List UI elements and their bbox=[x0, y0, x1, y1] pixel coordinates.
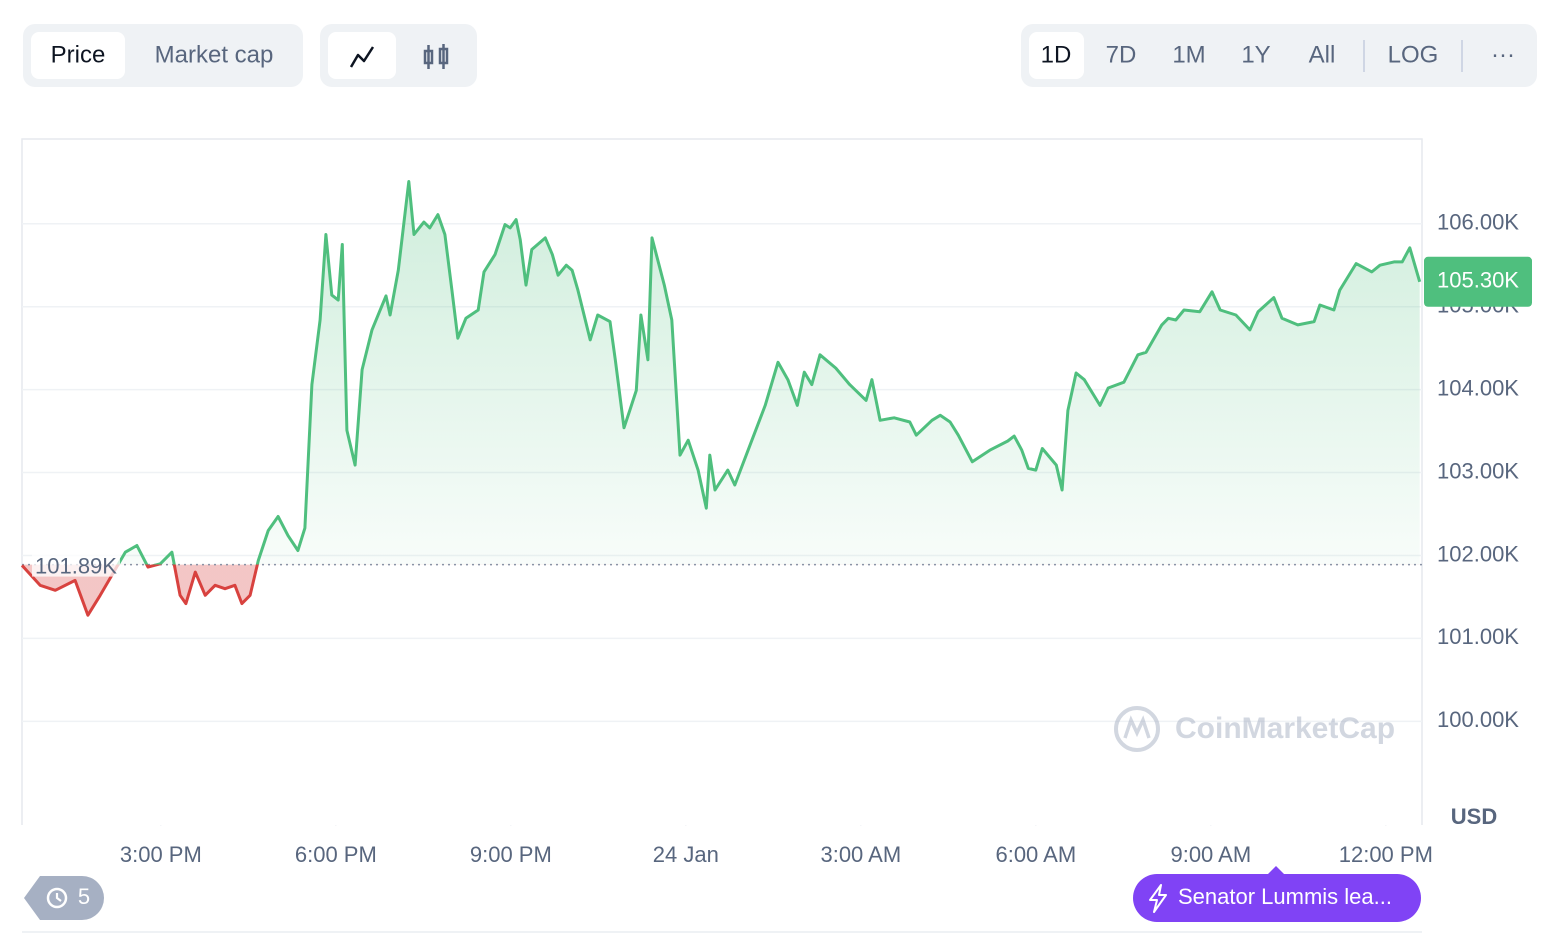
more-button[interactable]: ··· bbox=[1491, 41, 1515, 68]
price-line bbox=[20, 180, 1422, 617]
history-icon bbox=[46, 887, 68, 909]
range-1d[interactable]: 1D bbox=[1041, 41, 1072, 68]
y-tick-label: 103.00K bbox=[1437, 458, 1519, 483]
range-selected[interactable] bbox=[1029, 32, 1084, 79]
line-chart-button[interactable] bbox=[328, 32, 396, 79]
unit-label: USD bbox=[1451, 804, 1497, 829]
y-tick-label: 102.00K bbox=[1437, 541, 1519, 566]
last-price-tag bbox=[1424, 256, 1532, 307]
y-tick-label: 100.00K bbox=[1437, 707, 1519, 732]
x-tick-label: 9:00 PM bbox=[470, 842, 552, 867]
x-tick-label: 3:00 PM bbox=[120, 842, 202, 867]
baseline-label-bg bbox=[32, 550, 120, 577]
range-1m[interactable]: 1M bbox=[1172, 41, 1205, 68]
candle-button[interactable] bbox=[423, 44, 449, 69]
plot-frame bbox=[21, 138, 1423, 825]
history-badge[interactable] bbox=[24, 876, 104, 920]
price-area bbox=[22, 181, 1420, 616]
y-tick-label: 101.00K bbox=[1437, 624, 1519, 649]
tab-market-cap[interactable]: Market cap bbox=[155, 41, 274, 68]
range-group bbox=[1021, 24, 1537, 87]
tab-selected[interactable] bbox=[31, 32, 125, 79]
plot: 100.00K101.00K102.00K103.00K104.00K105.0… bbox=[20, 180, 1532, 867]
watermark: CoinMarketCap bbox=[1114, 706, 1395, 752]
x-tick-label: 12:00 PM bbox=[1339, 842, 1433, 867]
x-tick-label: 3:00 AM bbox=[820, 842, 901, 867]
news-icon bbox=[1149, 884, 1167, 913]
watermark-text: CoinMarketCap bbox=[1175, 712, 1395, 745]
y-tick-label: 106.00K bbox=[1437, 210, 1519, 235]
x-tick-label: 9:00 AM bbox=[1170, 842, 1251, 867]
last-price-label: 105.30K bbox=[1437, 268, 1519, 293]
range-1y[interactable]: 1Y bbox=[1241, 41, 1270, 68]
baseline-label: 101.89K bbox=[35, 553, 117, 578]
x-tick-label: 6:00 AM bbox=[995, 842, 1076, 867]
range-all[interactable]: All bbox=[1309, 41, 1336, 68]
tab-price[interactable]: Price bbox=[51, 41, 106, 68]
news-text[interactable]: Senator Lummis lea... bbox=[1178, 884, 1392, 909]
news-pill[interactable] bbox=[1133, 874, 1421, 922]
y-tick-label: 104.00K bbox=[1437, 375, 1519, 400]
log-button[interactable]: LOG bbox=[1388, 41, 1439, 68]
news-pointer bbox=[1268, 866, 1284, 874]
line-icon bbox=[349, 46, 375, 68]
x-tick-label: 24 Jan bbox=[653, 842, 719, 867]
history-count[interactable]: 5 bbox=[78, 884, 90, 909]
history-icon-hand bbox=[55, 893, 62, 902]
range-7d[interactable]: 7D bbox=[1106, 41, 1137, 68]
x-tick-label: 6:00 PM bbox=[295, 842, 377, 867]
